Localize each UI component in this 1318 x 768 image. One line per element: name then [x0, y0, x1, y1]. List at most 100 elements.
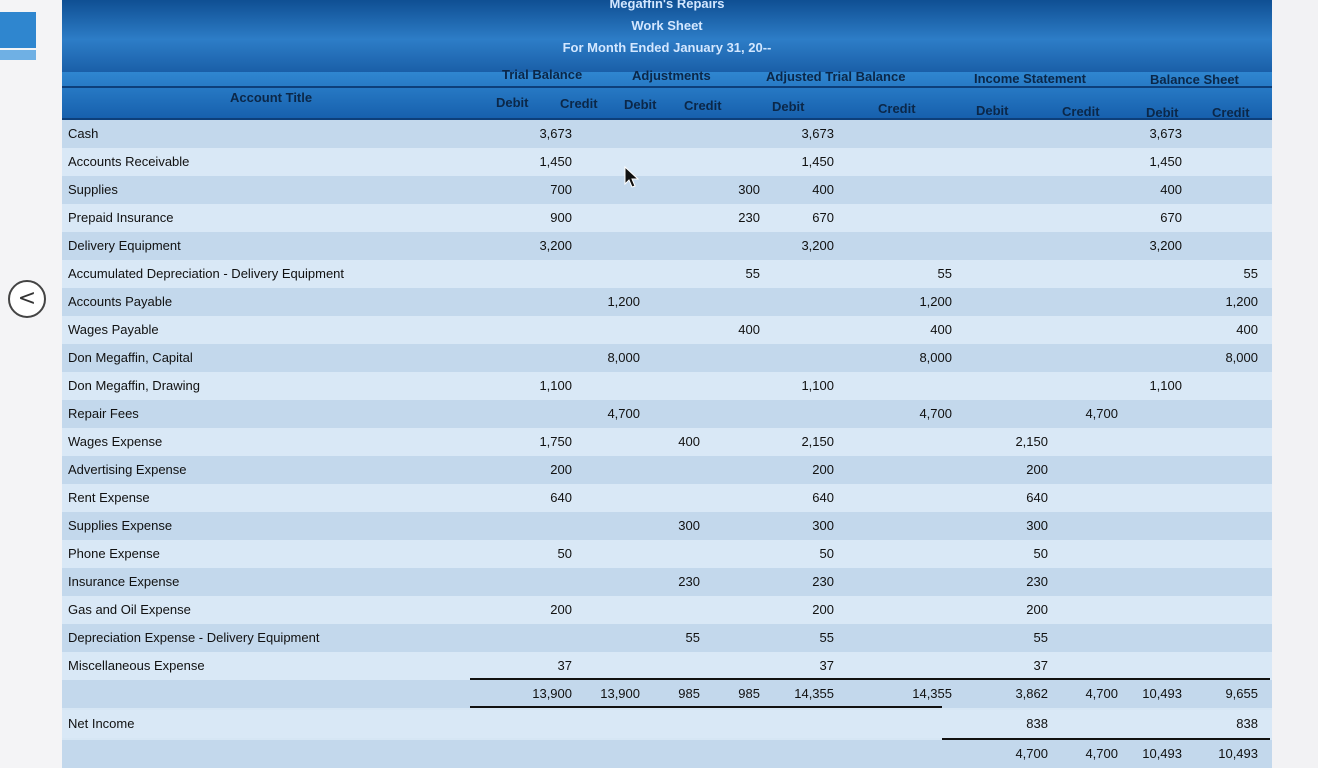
adj-credit-total: 985 [738, 686, 760, 701]
is-credit: 4,700 [1085, 406, 1118, 421]
account-title: Wages Expense [68, 434, 163, 449]
table-row: Don Megaffin, Drawing 1,100 1,100 1,100 [62, 372, 1272, 400]
atb-debit: 400 [812, 182, 834, 197]
atb-credit: 4,700 [919, 406, 952, 421]
tb-debit-header: Debit [496, 95, 529, 110]
adj-debit: 300 [678, 518, 700, 533]
adj-credit: 300 [738, 182, 760, 197]
adj-debit: 230 [678, 574, 700, 589]
table-row: Insurance Expense 230 230 230 [62, 568, 1272, 596]
column-header: Account Title Trial Balance Adjustments … [62, 67, 1272, 120]
table-row: Accumulated Depreciation - Delivery Equi… [62, 260, 1272, 288]
group-balance-sheet: Balance Sheet [1150, 72, 1239, 87]
atb-debit: 3,673 [801, 126, 834, 141]
atb-debit: 37 [819, 658, 834, 673]
account-title: Gas and Oil Expense [68, 602, 191, 617]
tb-debit: 1,450 [539, 154, 572, 169]
is-debit: 200 [1026, 602, 1048, 617]
atb-debit: 200 [812, 462, 834, 477]
account-title: Prepaid Insurance [68, 210, 174, 225]
double-rule [470, 706, 942, 708]
table-row: Repair Fees 4,700 4,700 4,700 [62, 400, 1272, 428]
is-credit-total: 4,700 [1085, 686, 1118, 701]
chevron-left-icon: < [17, 286, 37, 311]
group-adjustments: Adjustments [632, 68, 711, 83]
account-title-header: Account Title [230, 90, 313, 105]
mouse-cursor-icon [624, 166, 640, 188]
bs-debit-total: 10,493 [1142, 686, 1182, 701]
account-title: Supplies [68, 182, 118, 197]
atb-debit: 1,100 [801, 378, 834, 393]
adj-credit-header: Credit [684, 98, 722, 113]
subtotal-rule [470, 678, 1270, 680]
table-row: Gas and Oil Expense 200 200 200 [62, 596, 1272, 624]
table-row: Accounts Receivable 1,450 1,450 1,450 [62, 148, 1272, 176]
account-title: Depreciation Expense - Delivery Equipmen… [68, 630, 320, 645]
bs-credit: 55 [1243, 266, 1258, 281]
left-strip: < [0, 0, 62, 768]
table-row: Prepaid Insurance 900 230 670 670 [62, 204, 1272, 232]
header-divider [62, 86, 1272, 88]
atb-debit: 670 [812, 210, 834, 225]
net-income-row: Net Income 838 838 [62, 710, 1272, 738]
tb-credit: 1,200 [607, 294, 640, 309]
adj-debit-header: Debit [624, 97, 657, 112]
account-title: Delivery Equipment [68, 238, 181, 253]
worksheet-title: Work Sheet [631, 18, 703, 33]
is-debit-final: 4,700 [1015, 746, 1048, 761]
accent-block-lower [0, 50, 36, 60]
atb-debit: 640 [812, 490, 834, 505]
atb-debit-header: Debit [772, 99, 805, 114]
final-rule [942, 738, 1270, 740]
table-row: Supplies Expense 300 300 300 [62, 512, 1272, 540]
account-title: Advertising Expense [68, 462, 187, 477]
totals-row: 13,900 13,900 985 985 14,355 14,355 3,86… [62, 680, 1272, 708]
account-title: Insurance Expense [68, 574, 180, 589]
tb-debit: 3,200 [539, 238, 572, 253]
adj-credit: 230 [738, 210, 760, 225]
bs-credit-header: Credit [1212, 105, 1250, 120]
account-title: Accounts Receivable [68, 154, 190, 169]
tb-debit: 3,673 [539, 126, 572, 141]
table-row: Don Megaffin, Capital 8,000 8,000 8,000 [62, 344, 1272, 372]
adj-debit: 55 [685, 630, 700, 645]
atb-debit: 230 [812, 574, 834, 589]
table-row: Delivery Equipment 3,200 3,200 3,200 [62, 232, 1272, 260]
tb-debit: 700 [550, 182, 572, 197]
adj-credit: 55 [745, 266, 760, 281]
tb-debit: 37 [557, 658, 572, 673]
is-debit: 640 [1026, 490, 1048, 505]
table-row: Cash 3,673 3,673 3,673 [62, 120, 1272, 148]
group-income-statement: Income Statement [974, 71, 1086, 86]
tb-debit: 1,100 [539, 378, 572, 393]
table-row: Supplies 700 300 400 400 [62, 176, 1272, 204]
bs-debit-final: 10,493 [1142, 746, 1182, 761]
table-row: Wages Payable 400 400 400 [62, 316, 1272, 344]
table-row: Rent Expense 640 640 640 [62, 484, 1272, 512]
is-debit: 50 [1033, 546, 1048, 561]
tb-debit: 900 [550, 210, 572, 225]
back-button[interactable]: < [8, 280, 46, 318]
atb-debit: 2,150 [801, 434, 834, 449]
account-title: Cash [68, 126, 99, 141]
account-title: Phone Expense [68, 546, 160, 561]
atb-debit: 1,450 [801, 154, 834, 169]
is-debit: 300 [1026, 518, 1048, 533]
bs-credit-final: 10,493 [1218, 746, 1258, 761]
bs-debit: 1,450 [1149, 154, 1182, 169]
work-sheet: Megaffin's Repairs Work Sheet For Month … [62, 0, 1272, 768]
atb-debit: 200 [812, 602, 834, 617]
is-credit-final: 4,700 [1085, 746, 1118, 761]
atb-credit: 400 [930, 322, 952, 337]
tb-credit: 8,000 [607, 350, 640, 365]
net-income-debit: 838 [1026, 716, 1048, 731]
tb-credit-header: Credit [560, 96, 598, 111]
company-name: Megaffin's Repairs [609, 0, 725, 11]
bs-debit: 3,673 [1149, 126, 1182, 141]
bs-debit: 400 [1160, 182, 1182, 197]
bs-credit: 400 [1236, 322, 1258, 337]
is-debit: 55 [1033, 630, 1048, 645]
table-row: Wages Expense 1,750 400 2,150 2,150 [62, 428, 1272, 456]
adj-debit: 400 [678, 434, 700, 449]
table-row: Phone Expense 50 50 50 [62, 540, 1272, 568]
